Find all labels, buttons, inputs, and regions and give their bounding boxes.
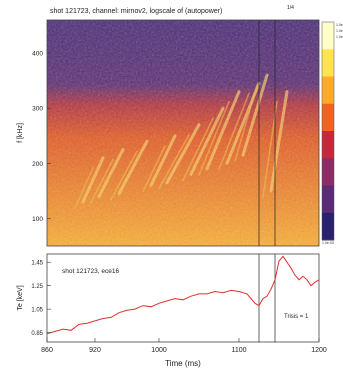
y-tick-label: 1.05 bbox=[31, 308, 43, 314]
colorbar-bottom-label: 1.0e-03 bbox=[322, 241, 334, 245]
spectrogram-frame bbox=[46, 19, 320, 247]
time-markers-top bbox=[258, 20, 276, 246]
colorbar-label: 1.0e-01 bbox=[336, 35, 343, 39]
y-tick-label: 1.25 bbox=[31, 284, 43, 290]
te-x-label: Time (ms) bbox=[165, 359, 201, 368]
te-y-label: Te [keV] bbox=[17, 285, 24, 310]
colorbar-labels: 1.0e+01 1.0e+00 1.0e-01 bbox=[336, 23, 343, 39]
spectrogram-y-ticks: 100 200 300 400 bbox=[32, 51, 51, 223]
te-plot: 1.45 1.25 1.05 0.85 860 920 1000 1100 1200 shot… bbox=[17, 253, 327, 368]
colorbar-swatch bbox=[322, 22, 334, 50]
y-tick-label: 1.45 bbox=[31, 261, 43, 267]
colorbar-swatch bbox=[322, 131, 334, 159]
x-tick-label: 1200 bbox=[311, 347, 327, 354]
te-annotation: shot 121723, ece16 bbox=[62, 268, 119, 275]
x-tick-label: 1000 bbox=[151, 347, 167, 354]
spectrogram-title: shot 121723, channel: mirnov2, logscale … bbox=[50, 8, 222, 15]
x-tick-label: 860 bbox=[41, 347, 53, 354]
colorbar: 1.0e+01 1.0e+00 1.0e-01 1.0e-03 bbox=[321, 21, 343, 245]
colorbar-swatch bbox=[322, 103, 334, 132]
spectrogram-y-label: f [kHz] bbox=[17, 123, 24, 143]
colorbar-frame bbox=[321, 21, 335, 241]
y-tick-label: 400 bbox=[32, 51, 43, 58]
colorbar-scale bbox=[322, 22, 334, 241]
x-tick-label: 920 bbox=[89, 347, 101, 354]
te-side-label: Trisis = 1 bbox=[284, 314, 309, 320]
colorbar-swatch bbox=[322, 49, 334, 77]
x-tick-label: 1100 bbox=[231, 347, 246, 354]
spectrogram-plot bbox=[47, 20, 319, 246]
colorbar-label: 1.0e+00 bbox=[336, 29, 343, 33]
time-markers-bottom bbox=[258, 254, 276, 342]
spectrogram-noise bbox=[47, 20, 319, 246]
colorbar-swatch bbox=[322, 185, 334, 214]
y-tick-label: 100 bbox=[32, 216, 43, 223]
colorbar-swatch bbox=[322, 76, 334, 105]
y-tick-label: 0.85 bbox=[31, 331, 43, 337]
colorbar-swatch bbox=[322, 158, 334, 186]
te-series-line bbox=[46, 255, 320, 335]
colorbar-swatch bbox=[322, 212, 334, 241]
te-y-ticks: 1.45 1.25 1.05 0.85 bbox=[31, 261, 51, 337]
te-x-ticks: 860 920 1000 1100 1200 bbox=[41, 338, 327, 354]
te-plot-background bbox=[46, 253, 320, 343]
spectrogram-title-superscript: 1/4 bbox=[287, 5, 294, 11]
y-tick-label: 300 bbox=[32, 106, 43, 113]
colorbar-label: 1.0e+01 bbox=[336, 23, 343, 27]
y-tick-label: 200 bbox=[32, 161, 43, 168]
